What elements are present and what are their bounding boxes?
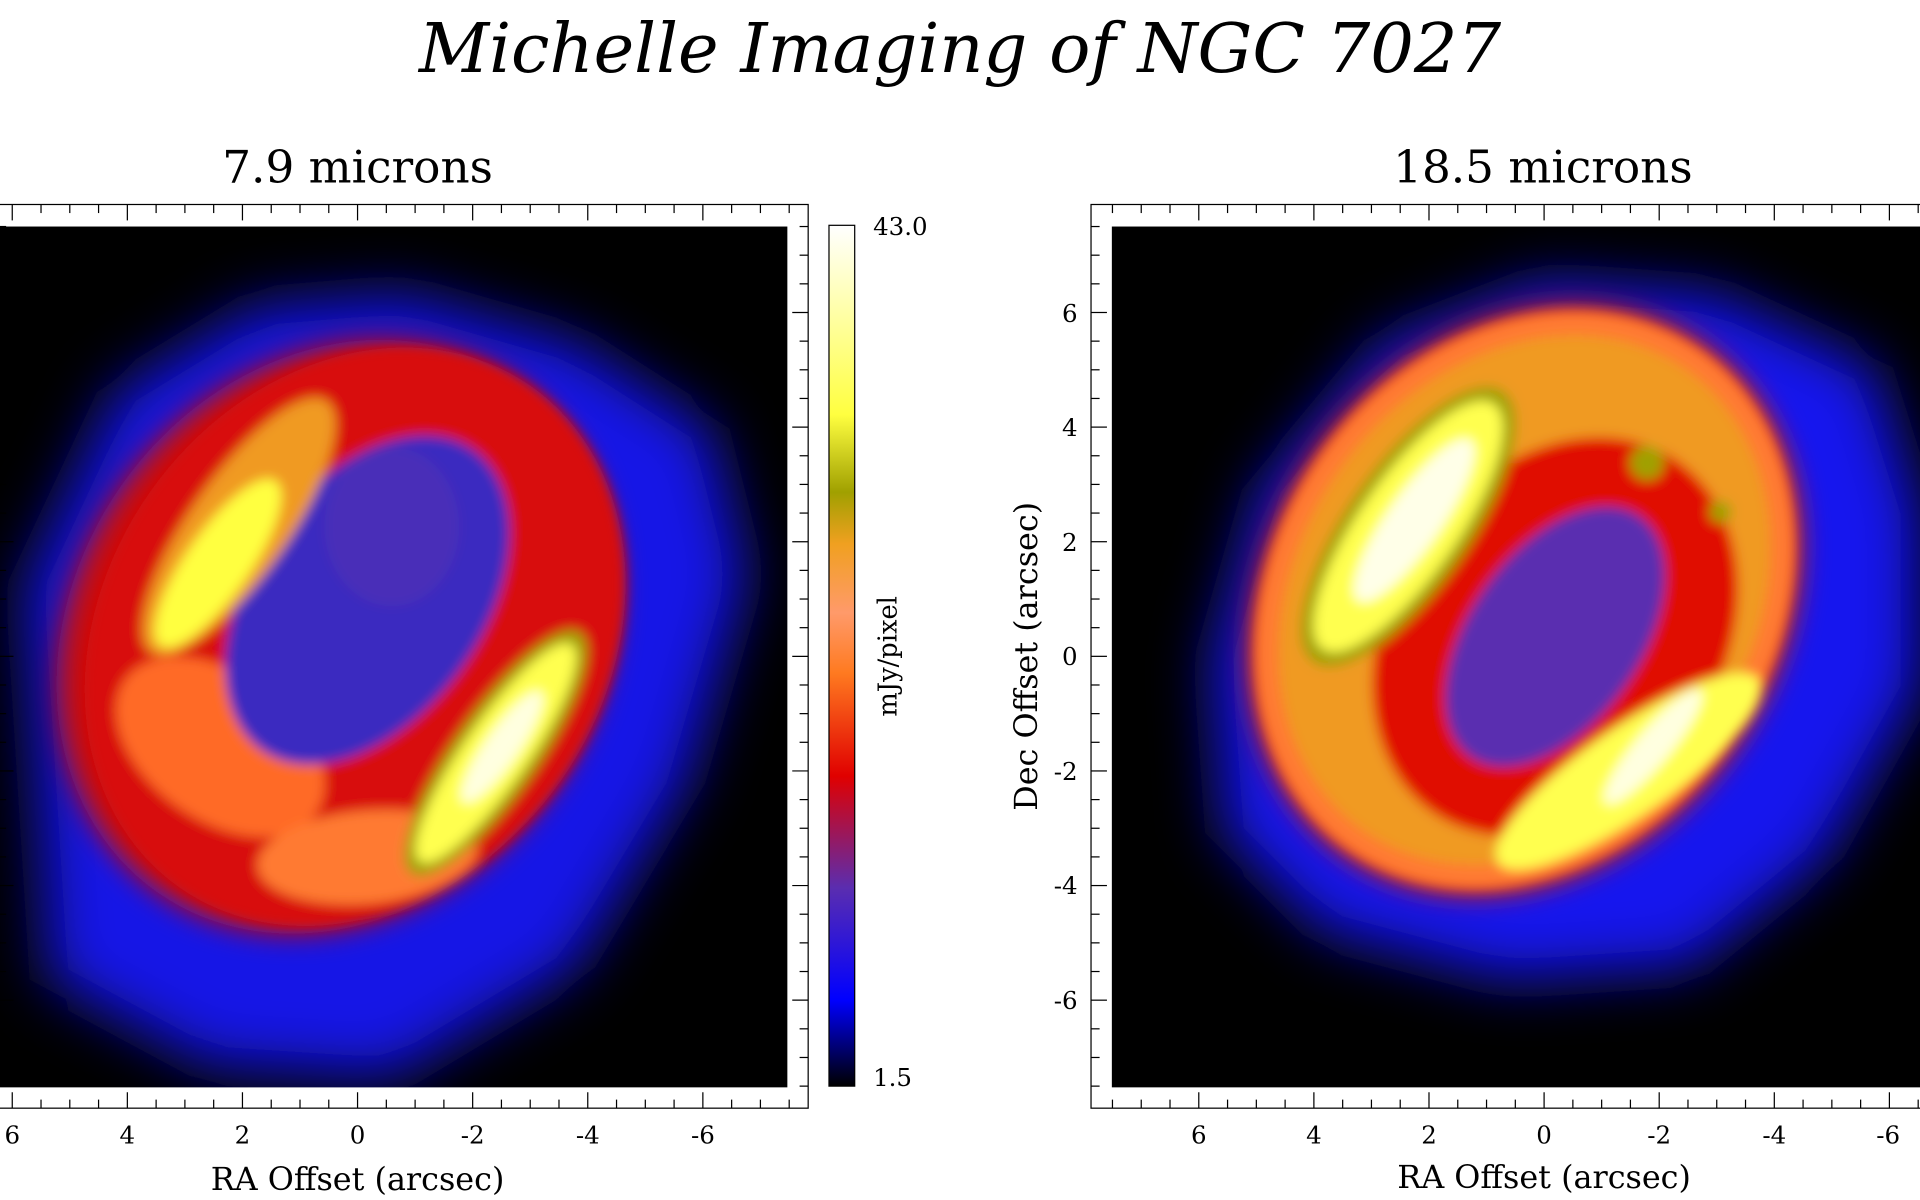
y-tick-labels-right: 6 4 2 0 -2 -4 -6	[1054, 299, 1078, 1015]
figure-title: Michelle Imaging of NGC 7027	[418, 9, 1502, 90]
x-tick-label: -2	[461, 1121, 485, 1150]
x-tick-label: 4	[120, 1121, 136, 1150]
x-tick-label: -6	[1876, 1121, 1900, 1150]
x-axis-label-left: RA Offset (arcsec)	[211, 1160, 505, 1198]
y-tick-label: -6	[1054, 986, 1078, 1015]
panel-title-right: 18.5 microns	[1393, 140, 1693, 194]
tick-marks-left	[0, 204, 809, 1109]
panel-title-left: 7.9 microns	[222, 140, 493, 194]
colorbar: 43.0 1.5 mJy/pixel	[828, 212, 928, 1092]
y-tick-label: 6	[1062, 299, 1078, 328]
x-tick-label: 0	[1536, 1121, 1552, 1150]
y-tick-label: 4	[1062, 413, 1078, 442]
x-tick-label: -4	[576, 1121, 600, 1150]
colorbar-max-label: 43.0	[873, 212, 927, 241]
y-tick-label: -4	[1054, 871, 1078, 900]
tick-marks-right	[1091, 204, 1919, 1109]
y-axis-label-right: Dec Offset (arcsec)	[1007, 502, 1045, 811]
x-axis-label-right: RA Offset (arcsec)	[1397, 1158, 1691, 1196]
x-tick-label: -2	[1647, 1121, 1671, 1150]
x-tick-label: 2	[1421, 1121, 1437, 1150]
x-tick-label: 6	[4, 1121, 20, 1150]
y-tick-label: 0	[1062, 642, 1078, 671]
axes-frame-left	[0, 203, 809, 1109]
x-tick-label: 0	[350, 1121, 366, 1150]
x-tick-labels-left: 6 4 2 0 -2 -4 -6	[4, 1121, 714, 1150]
x-tick-label: -4	[1762, 1121, 1786, 1150]
image-18-5-microns	[1111, 226, 1920, 1088]
x-tick-label: 6	[1191, 1121, 1207, 1150]
y-tick-label: 2	[1062, 528, 1078, 557]
colorbar-label: mJy/pixel	[873, 596, 903, 716]
colorbar-min-label: 1.5	[873, 1063, 912, 1092]
image-7-9-microns	[0, 226, 788, 1088]
x-tick-labels-right: 6 4 2 0 -2 -4 -6	[1191, 1121, 1900, 1150]
y-tick-label: -2	[1054, 757, 1078, 786]
x-tick-label: 2	[235, 1121, 251, 1150]
x-tick-label: 4	[1306, 1121, 1322, 1150]
x-tick-label: -6	[691, 1121, 715, 1150]
colorbar-gradient	[828, 224, 856, 1087]
